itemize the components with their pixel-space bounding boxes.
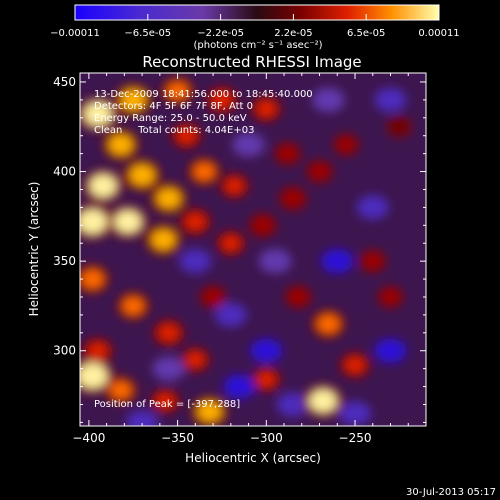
blob-mark bbox=[310, 164, 329, 179]
blob-mark bbox=[256, 100, 277, 118]
trough-mark bbox=[276, 392, 309, 417]
blob-mark bbox=[83, 102, 112, 127]
blob-mark bbox=[120, 89, 146, 111]
blob-mark bbox=[129, 164, 155, 186]
blob-mark bbox=[122, 296, 145, 316]
blob-mark bbox=[204, 289, 222, 305]
timestamp: 30-Jul-2013 05:17 bbox=[406, 487, 496, 498]
colorbar-tick-label: 6.5e-05 bbox=[347, 28, 385, 39]
x-tick-label: −300 bbox=[250, 431, 283, 445]
blob-mark bbox=[256, 371, 276, 388]
colorbar-tick-label: −0.00011 bbox=[50, 28, 100, 39]
blob-mark bbox=[89, 174, 117, 198]
blob-mark bbox=[155, 392, 175, 410]
trough-mark bbox=[126, 410, 159, 426]
y-tick-label: 300 bbox=[53, 344, 76, 358]
trough-mark bbox=[179, 249, 212, 274]
blob-mark bbox=[253, 217, 272, 234]
blob-mark bbox=[289, 289, 307, 305]
blob-mark bbox=[364, 253, 382, 269]
blob-mark bbox=[151, 229, 176, 251]
trough-mark bbox=[321, 249, 354, 274]
peak-position-label: Position of Peak = [-397,288] bbox=[94, 399, 240, 410]
chart-title: Reconstructed RHESSI Image bbox=[142, 53, 361, 71]
colorbar-tick-label: −6.5e-05 bbox=[124, 28, 171, 39]
colorbar-tick-label: 0.00011 bbox=[418, 28, 459, 39]
blob-mark bbox=[80, 209, 107, 235]
plot-frame bbox=[79, 72, 427, 427]
annotation-time-range: 13-Dec-2009 18:41:56.000 to 18:45:40.000 bbox=[94, 89, 313, 100]
y-tick-label: 400 bbox=[53, 165, 76, 179]
blob-mark bbox=[309, 389, 337, 413]
blob-mark bbox=[283, 190, 303, 207]
colorbar bbox=[74, 4, 440, 21]
blob-mark bbox=[224, 177, 244, 195]
blob-mark bbox=[197, 401, 222, 423]
blob-mark bbox=[391, 120, 408, 134]
colorbar-tick-label: −2.2e-05 bbox=[197, 28, 244, 39]
trough-mark bbox=[374, 87, 407, 112]
trough-mark bbox=[259, 249, 292, 274]
y-tick-label: 350 bbox=[53, 254, 76, 268]
blob-mark bbox=[166, 81, 189, 101]
blob-mark bbox=[87, 342, 108, 360]
colorbar-tick-label: 2.2e-05 bbox=[274, 28, 312, 39]
x-tick-label: −350 bbox=[161, 431, 194, 445]
trough-mark bbox=[250, 338, 283, 363]
trough-mark bbox=[339, 401, 372, 426]
blob-mark bbox=[109, 380, 132, 400]
blob-mark bbox=[278, 146, 297, 162]
blob-mark bbox=[176, 127, 197, 145]
annotation-total-counts: Clean Total counts: 4.04E+03 bbox=[94, 125, 254, 136]
annotation-detectors: Detectors: 4F 5F 6F 7F 8F, Att 0 bbox=[94, 101, 253, 112]
blob-mark bbox=[156, 187, 182, 209]
blob-mark bbox=[158, 323, 180, 342]
blob-mark bbox=[185, 351, 205, 368]
trough-mark bbox=[374, 338, 407, 363]
blob-mark bbox=[211, 90, 233, 109]
trough-mark bbox=[232, 132, 265, 157]
y-axis-label: Heliocentric Y (arcsec) bbox=[27, 182, 41, 317]
blob-mark bbox=[108, 134, 134, 156]
trough-mark bbox=[214, 302, 247, 327]
blob-mark bbox=[114, 210, 142, 234]
trough-mark bbox=[223, 374, 256, 399]
blob-mark bbox=[184, 212, 206, 231]
blob-mark bbox=[80, 363, 108, 389]
blob-mark bbox=[221, 235, 241, 252]
x-axis-label: Heliocentric X (arcsec) bbox=[185, 451, 321, 465]
y-tick-label: 450 bbox=[53, 75, 76, 89]
blob-mark bbox=[81, 269, 104, 289]
x-tick-label: −400 bbox=[72, 431, 105, 445]
blob-mark bbox=[382, 289, 399, 304]
colorbar-label: (photons cm⁻² s⁻¹ asec⁻²) bbox=[193, 40, 322, 51]
blob-mark bbox=[344, 356, 366, 374]
trough-mark bbox=[356, 195, 389, 220]
colorbar-ticks: −0.00011 −6.5e-05 −2.2e-05 2.2e-05 6.5e-05 0.… bbox=[50, 14, 460, 39]
blob-mark bbox=[337, 137, 355, 152]
blob-mark bbox=[193, 162, 216, 181]
blob-mark bbox=[317, 314, 340, 334]
trough-mark bbox=[152, 356, 185, 381]
heatmap bbox=[80, 73, 426, 426]
annotation-energy-range: Energy Range: 25.0 - 50.0 keV bbox=[94, 113, 247, 124]
x-tick-label: −250 bbox=[339, 431, 372, 445]
axes: −400 −350 −300 −250 300 350 400 450 bbox=[53, 73, 427, 445]
trough-mark bbox=[312, 87, 345, 112]
